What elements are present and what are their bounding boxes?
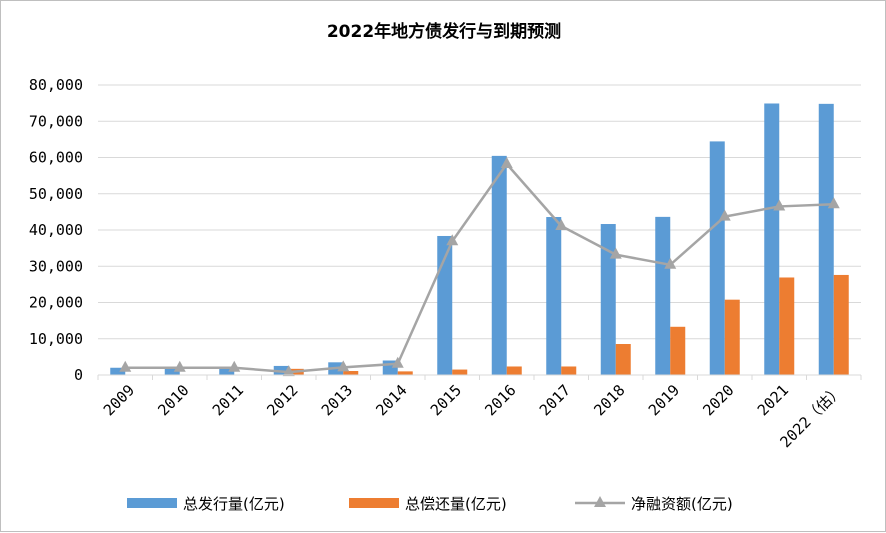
net-financing-polyline [125,162,834,374]
bar-total-issuance [110,367,126,375]
bar-total-repayment [724,299,740,375]
bar-total-issuance [437,235,453,375]
y-tick-label: 10,000 [29,330,83,348]
net-financing-point [282,365,295,377]
x-tick-label: 2009 [100,381,138,419]
bar-total-repayment [397,371,413,375]
bar-total-repayment [779,277,795,375]
bar-total-issuance [491,155,507,375]
y-tick-label: 0 [74,366,83,384]
bar-total-issuance [709,141,725,375]
y-tick-label: 70,000 [29,112,83,130]
bar-total-repayment [343,371,359,375]
y-tick-label: 80,000 [29,76,83,94]
net-financing-point [446,234,459,246]
net-financing-line [119,157,840,377]
y-tick-label: 20,000 [29,294,83,312]
bar-total-issuance [164,367,180,375]
x-tick-label: 2010 [154,381,192,419]
bar-total-repayment [833,274,849,375]
net-financing-point [664,257,677,269]
y-axis: 0 10,000 20,000 30,000 40,000 50,000 60,000 70,… [29,76,83,384]
y-tick-label: 30,000 [29,257,83,275]
bar-total-issuance [818,103,834,375]
chart-title: 2022年地方债发行与到期预测 [327,21,561,42]
net-financing-point [500,157,513,169]
net-financing-point [609,247,622,259]
x-axis: 2009 2010 2011 2012 2013 2014 2015 2016 2017 2018… [97,374,862,451]
bar-total-issuance [655,216,671,375]
net-financing-point [827,197,840,209]
x-tick-label: 2017 [536,381,574,419]
x-tick-label: 2012 [263,381,301,419]
legend-swatch-marker [594,496,606,507]
y-tick-label: 50,000 [29,185,83,203]
legend-swatch [127,498,177,508]
bar-total-issuance [219,367,235,375]
bar-total-repayment [670,326,686,375]
bar-total-issuance [600,224,616,375]
x-tick-label: 2015 [427,381,465,419]
net-financing-point [718,209,731,221]
bar-total-repayment [615,344,631,375]
legend-swatch [349,498,399,508]
x-tick-label: 2013 [318,381,356,419]
x-tick-label: 2019 [645,381,683,419]
legend-label: 总偿还量(亿元) [405,495,507,513]
net-financing-point [173,360,186,372]
legend-label: 净融资额(亿元) [631,495,733,513]
net-financing-point [391,356,404,368]
x-tick-label: 2011 [209,381,247,419]
legend: 总发行量(亿元) 总偿还量(亿元) 净融资额(亿元) [127,495,733,513]
x-tick-label: 2016 [481,381,519,419]
bars [110,103,849,376]
y-tick-label: 40,000 [29,221,83,239]
x-tick-label: 2021 [754,381,792,419]
net-financing-point [337,360,350,372]
x-tick-label: 2014 [372,381,410,419]
x-tick-label: 2020 [699,381,737,419]
legend-label: 总发行量(亿元) [183,495,285,513]
net-financing-point [228,360,241,372]
gridlines [98,84,861,340]
bar-total-issuance [764,103,780,376]
net-financing-point [773,199,786,211]
net-financing-point [555,219,568,231]
bar-total-repayment [452,369,468,375]
y-tick-label: 60,000 [29,149,83,167]
bar-total-issuance [546,217,562,375]
x-tick-label: 2018 [590,381,628,419]
net-financing-point [119,360,132,372]
bar-total-repayment [506,366,522,375]
bar-total-repayment [561,366,577,375]
